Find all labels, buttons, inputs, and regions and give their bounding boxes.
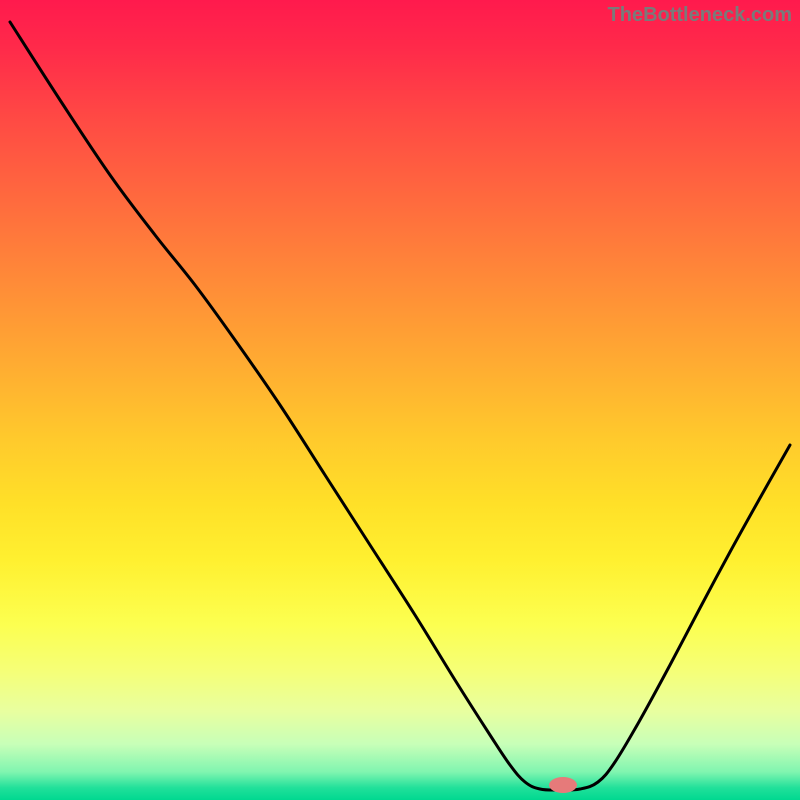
chart-container: TheBottleneck.com bbox=[0, 0, 800, 800]
chart-curve-layer bbox=[0, 0, 800, 800]
optimal-marker bbox=[549, 777, 577, 793]
bottleneck-curve bbox=[10, 22, 790, 790]
watermark-label: TheBottleneck.com bbox=[608, 4, 792, 27]
